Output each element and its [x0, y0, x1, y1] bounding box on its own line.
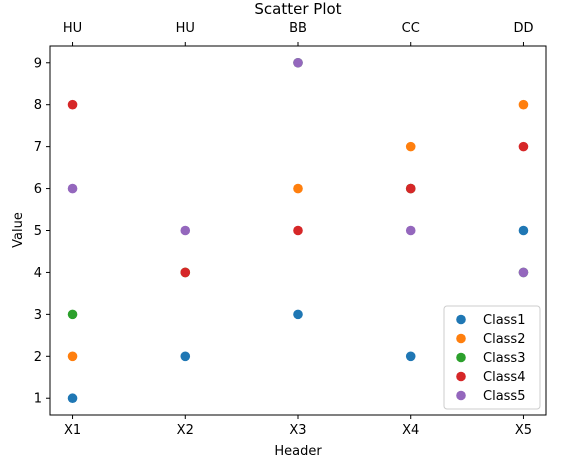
top-x-tick-label-0: HU: [63, 21, 82, 36]
point-class1-x1: [67, 393, 78, 404]
plot-frame: [49, 45, 547, 416]
legend-item-class5: Class5: [456, 389, 525, 404]
data-points: [67, 57, 529, 404]
legend-item-class1: Class1: [456, 313, 525, 328]
legend-label-class5: Class5: [483, 389, 525, 404]
x-tick-label-x2: X2: [177, 423, 194, 438]
point-class1-x2: [180, 351, 191, 362]
point-class4-x2: [180, 267, 191, 278]
y-tick-label-1: 1: [34, 392, 42, 407]
point-class5-x5: [518, 267, 529, 278]
y-tick-label-7: 7: [34, 140, 42, 155]
legend: Class1 Class2 Class3 Class4 Class5: [443, 305, 541, 410]
chart-title: Scatter Plot: [254, 0, 341, 18]
y-tick-label-2: 2: [34, 350, 42, 365]
point-class1-x5: [518, 225, 529, 236]
legend-item-class3: Class3: [456, 351, 525, 366]
legend-marker-class4: [456, 371, 466, 382]
point-class2-x1: [67, 351, 78, 362]
legend-label-class4: Class4: [483, 370, 525, 385]
point-class2-x4: [405, 141, 416, 152]
legend-label-class3: Class3: [483, 351, 525, 366]
point-class2-x5: [518, 99, 529, 110]
x-tick-label-x5: X5: [515, 423, 532, 438]
series-class1: [67, 225, 529, 404]
point-class4-x1: [67, 99, 78, 110]
y-tick-label-5: 5: [34, 224, 42, 239]
point-class2-x3: [293, 183, 303, 194]
legend-marker-class3: [456, 352, 466, 363]
point-class5-x3: [293, 57, 303, 68]
top-x-tick-label-3: CC: [402, 21, 420, 36]
legend-label-class1: Class1: [483, 313, 525, 328]
legend-marker-class5: [456, 390, 466, 401]
y-tick-label-3: 3: [34, 308, 42, 323]
x-tick-label-x1: X1: [64, 423, 81, 438]
x-tick-label-x4: X4: [402, 423, 419, 438]
legend-box: [443, 305, 541, 410]
x-axis-label: Header: [274, 444, 322, 459]
point-class1-x3: [293, 309, 303, 320]
point-class5-x4: [405, 225, 416, 236]
legend-item-class4: Class4: [456, 370, 525, 385]
legend-marker-class2: [456, 333, 466, 344]
y-tick-label-6: 6: [34, 182, 42, 197]
point-class5-x1: [67, 183, 78, 194]
y-tick-label-4: 4: [34, 266, 42, 281]
point-class4-x5: [518, 141, 529, 152]
y-tick-label-8: 8: [34, 98, 42, 113]
point-class3-x1: [67, 309, 78, 320]
legend-label-class2: Class2: [483, 332, 525, 347]
legend-marker-class1: [456, 314, 466, 325]
point-class4-x4: [405, 183, 416, 194]
axis-ticks: X1 X2 X3 X4 X5 HU HU BB CC DD 1 2 3 4 5 6 7 8 9: [34, 21, 534, 438]
x-tick-label-x3: X3: [289, 423, 306, 438]
top-x-tick-label-4: DD: [513, 21, 533, 36]
top-x-tick-label-2: BB: [289, 21, 307, 36]
series-class4: [67, 99, 529, 278]
y-tick-label-9: 9: [34, 56, 42, 71]
point-class1-x4: [405, 351, 416, 362]
series-class5: [67, 57, 529, 278]
legend-item-class2: Class2: [456, 332, 525, 347]
point-class4-x3: [293, 225, 303, 236]
y-axis-label: Value: [11, 212, 26, 248]
top-x-tick-label-1: HU: [176, 21, 195, 36]
point-class5-x2: [180, 225, 191, 236]
